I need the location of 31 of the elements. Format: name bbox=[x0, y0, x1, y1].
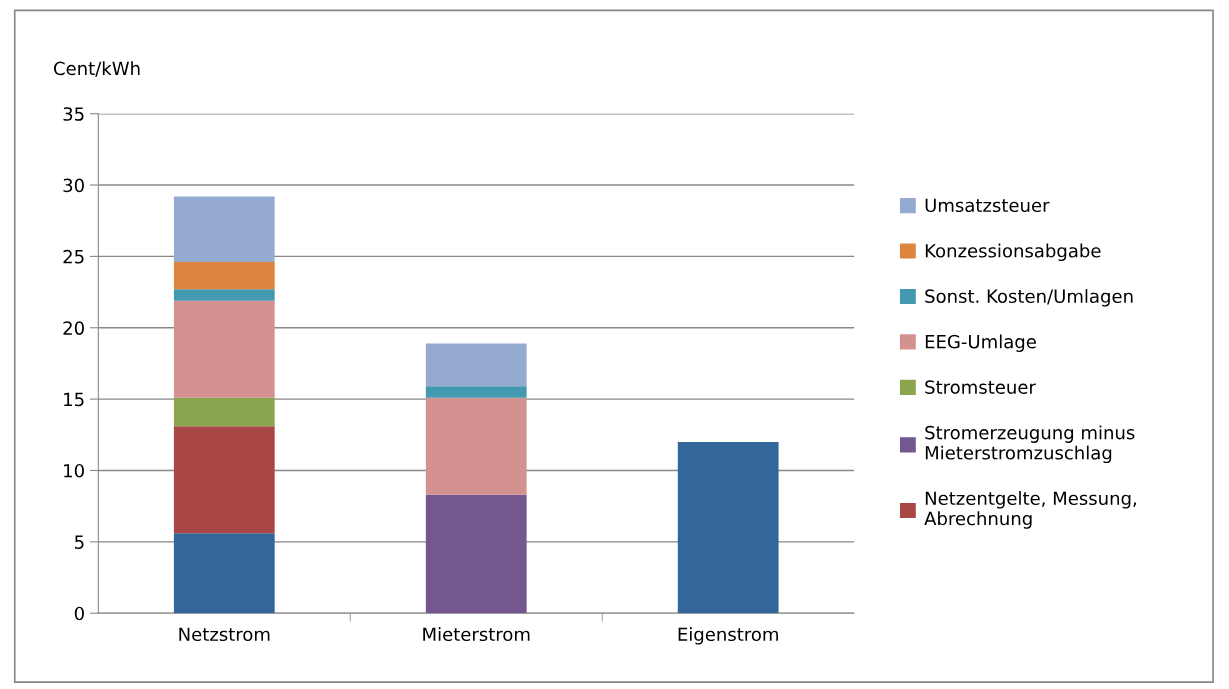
x-tick-label: Eigenstrom bbox=[678, 627, 778, 645]
legend-label: EEG-Umlage bbox=[925, 334, 1036, 352]
y-tick-label: 5 bbox=[75, 535, 84, 549]
x-tick-label: Netzstrom bbox=[179, 627, 270, 642]
legend-label: Stromsteuer bbox=[925, 380, 1036, 394]
bar bbox=[425, 343, 527, 387]
y-tick-label: 0 bbox=[74, 606, 84, 621]
y-tick-label: 20 bbox=[63, 321, 84, 335]
bar bbox=[425, 386, 527, 398]
legend-label: Konzessionsabgabe bbox=[925, 243, 1101, 262]
legend-label: Sonst. Kosten/Umlagen bbox=[925, 289, 1133, 307]
x-tick-label: Mieterstrom bbox=[423, 627, 530, 642]
y-tick-label: 30 bbox=[63, 178, 84, 193]
bar bbox=[173, 196, 275, 263]
y-tick-label: 10 bbox=[64, 463, 84, 478]
bar bbox=[425, 494, 527, 614]
bar bbox=[173, 289, 275, 301]
y-axis-title: Cent/kWh bbox=[53, 61, 140, 77]
bar bbox=[425, 397, 527, 495]
legend-label: Stromerzeugung minus Mieterstromzuschlag bbox=[925, 425, 1135, 464]
bar bbox=[677, 441, 779, 614]
bar bbox=[173, 397, 275, 427]
legend-label: Umsatzsteuer bbox=[925, 198, 1050, 213]
legend-label: Netzentgelte, Messung, Abrechnung bbox=[924, 491, 1136, 529]
bar bbox=[173, 262, 275, 290]
y-tick-label: 35 bbox=[63, 107, 84, 121]
bar bbox=[173, 533, 275, 614]
y-tick-label: 15 bbox=[64, 392, 84, 407]
y-tick-label: 25 bbox=[63, 249, 84, 264]
bar bbox=[173, 300, 275, 398]
bar bbox=[173, 426, 275, 534]
